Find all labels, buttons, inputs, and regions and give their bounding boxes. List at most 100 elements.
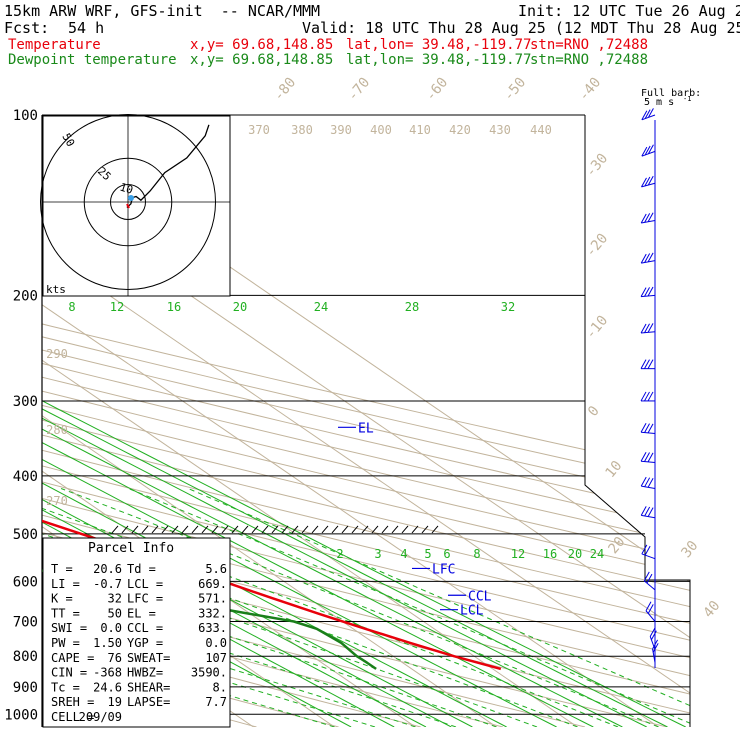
inversion-hatch — [111, 525, 119, 534]
parcel-key: LFC = — [127, 592, 163, 606]
parcel-key: TT = — [51, 606, 80, 620]
wind-barb — [641, 150, 656, 157]
pressure-tick-label: 1000 — [4, 707, 38, 723]
wind-barb-flag — [644, 423, 650, 433]
isotherm-label: -70 — [345, 75, 374, 105]
wind-barb-flag — [641, 146, 648, 157]
parcel-value: 209/09 — [79, 710, 122, 724]
inversion-hatch — [211, 525, 219, 534]
wind-barb-flag — [644, 287, 650, 297]
dry-adiabat — [42, 115, 690, 727]
parcel-key: SWI = — [51, 621, 87, 635]
parcel-value: 5.6 — [205, 562, 227, 576]
inversion-hatch — [141, 525, 149, 534]
dry-adiabat — [42, 115, 690, 727]
wind-barb — [652, 648, 656, 663]
mixing-ratio-label: 20 — [568, 547, 582, 561]
parcel-value: 571. — [198, 592, 227, 606]
inversion-hatch — [431, 525, 439, 534]
wind-barb-flag — [647, 391, 654, 402]
parcel-key: Tc = — [51, 680, 80, 694]
inversion-hatch — [341, 525, 349, 534]
wind-barb-flag — [647, 286, 654, 297]
inversion-hatch — [131, 525, 139, 534]
inversion-hatch — [411, 525, 419, 534]
level-label-lcl: LCL — [460, 604, 484, 619]
parcel-key: HWBZ= — [127, 666, 163, 680]
isotherm-label: 30 — [678, 538, 701, 561]
inversion-hatch — [191, 525, 199, 534]
inversion-hatch — [151, 525, 159, 534]
mixing-ratio-label: 20 — [233, 300, 247, 314]
wind-barb-flag — [647, 604, 654, 614]
parcel-key: CAPE = — [51, 651, 94, 665]
inversion-hatch — [301, 525, 309, 534]
theta-label: 430 — [489, 123, 511, 137]
parcel-key: EL = — [127, 606, 156, 620]
hodograph-shear-marker — [126, 203, 130, 209]
level-label-lfc: LFC — [432, 562, 455, 577]
dry-adiabat — [42, 115, 421, 727]
mixing-ratio-line — [42, 281, 594, 727]
dewpoint-xy: x,y= 69.68,148.85 — [190, 52, 334, 68]
theta-label: 410 — [409, 123, 431, 137]
hodograph-units: kts — [46, 283, 66, 296]
wind-barb-flag — [652, 639, 659, 650]
dewpoint-latlon: lat,lon= 39.48,-119.77 — [346, 52, 532, 68]
parcel-value: 0.0 — [205, 636, 227, 650]
parcel-value: 24.6 — [93, 680, 122, 694]
pressure-tick-label: 700 — [13, 614, 38, 630]
moist-adiabat — [42, 488, 376, 727]
forecast-label: Fcst: — [4, 19, 50, 37]
isotherm-line — [42, 115, 416, 727]
parcel-key: SHEAR= — [127, 680, 170, 694]
wind-barb — [641, 220, 656, 224]
inversion-hatch — [401, 525, 409, 534]
parcel-key: LAPSE= — [127, 695, 170, 709]
wind-barb-flag — [647, 175, 654, 186]
mixing-ratio-label: 4 — [400, 547, 407, 561]
isotherm-label: 40 — [700, 598, 723, 621]
wind-barb-flag — [640, 213, 647, 224]
pressure-tick-label: 400 — [13, 469, 38, 485]
barb-legend-exponent: -1 — [683, 95, 691, 103]
parcel-key: CIN = — [51, 666, 87, 680]
theta-label: 390 — [330, 123, 352, 137]
mixing-ratio-line — [42, 281, 507, 727]
inversion-hatch — [291, 525, 299, 534]
wind-barb — [645, 610, 656, 622]
wind-barb-flag — [640, 323, 647, 334]
inversion-hatch — [331, 525, 339, 534]
hodograph-storm-marker — [128, 195, 134, 201]
parcel-value: 50 — [108, 606, 122, 620]
wind-barb-flag — [644, 391, 650, 402]
wind-barb-flag — [644, 545, 651, 556]
parcel-key: CELL = — [51, 710, 94, 724]
isotherm-line — [42, 115, 690, 727]
wind-barb — [641, 331, 656, 334]
isotherm-label: 10 — [602, 458, 625, 481]
inversion-hatch — [161, 525, 169, 534]
parcel-value: 32 — [108, 592, 122, 606]
dry-adiabat — [42, 115, 690, 727]
wind-barb-flag — [647, 323, 654, 333]
parcel-key: T = — [51, 562, 73, 576]
wind-barb-flag — [652, 643, 659, 653]
model-title: 15km ARW WRF, GFS-init -- NCAR/MMM — [4, 2, 321, 20]
parcel-info-panel — [42, 537, 231, 728]
wind-barb-flag — [644, 477, 651, 487]
isotherm-label: -20 — [583, 231, 612, 261]
inversion-hatch — [201, 525, 209, 534]
inversion-hatch — [171, 525, 179, 534]
init-time: Init: 12 UTC Tue 26 Aug 25 — [518, 2, 740, 20]
isotherm-line — [42, 115, 497, 727]
parcel-value: 669. — [198, 577, 227, 591]
temperature-profile — [42, 115, 502, 671]
parcel-key: K = — [51, 592, 73, 606]
mixing-ratio-label: 5 — [424, 547, 431, 561]
pressure-tick-label: 200 — [13, 288, 38, 304]
mixing-ratio-label: 3 — [374, 547, 381, 561]
parcel-value: 19 — [108, 695, 122, 709]
pressure-tick-label: 900 — [13, 680, 38, 696]
